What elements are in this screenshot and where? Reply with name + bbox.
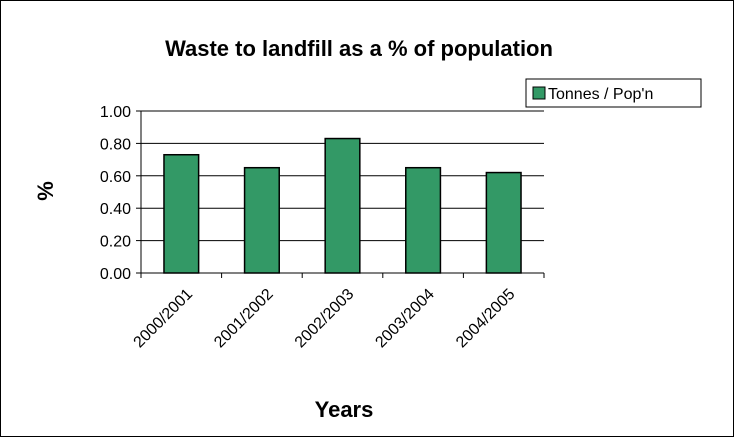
bar [405, 166, 442, 274]
y-tick-label: 1.00 [100, 104, 131, 121]
x-tick-labels: 2000/2001 2001/2002 2002/2003 2003/2004 2004… [131, 273, 545, 352]
bar [163, 153, 200, 274]
x-tick-label: 2002/2003 [292, 286, 358, 352]
y-tick-label: 0.00 [100, 266, 131, 283]
y-axis-title: % [33, 181, 58, 201]
chart-title: Waste to landfill as a % of population [165, 36, 553, 61]
bar [243, 166, 280, 274]
x-tick-label: 2003/2004 [372, 286, 438, 352]
x-axis-title: Years [315, 397, 374, 422]
axes [140, 111, 544, 274]
y-tick-label: 0.40 [100, 201, 131, 218]
bars [163, 137, 522, 274]
x-tick-label: 2000/2001 [131, 286, 197, 352]
legend-box [525, 78, 702, 108]
y-tick-label: 0.60 [100, 169, 131, 186]
x-tick-label: 2001/2002 [211, 286, 277, 352]
x-tick-label: 2004/2005 [453, 286, 519, 352]
y-tick-label: 0.80 [100, 136, 131, 153]
legend-swatch [532, 86, 546, 100]
y-tick-labels: 0.00 0.20 0.40 0.60 0.80 1.00 [100, 104, 141, 283]
legend: Tonnes / Pop'n [525, 78, 702, 108]
legend-label: Tonnes / Pop'n [548, 86, 653, 103]
y-tick-label: 0.20 [100, 234, 131, 251]
bar [324, 137, 361, 274]
bar [485, 171, 522, 274]
